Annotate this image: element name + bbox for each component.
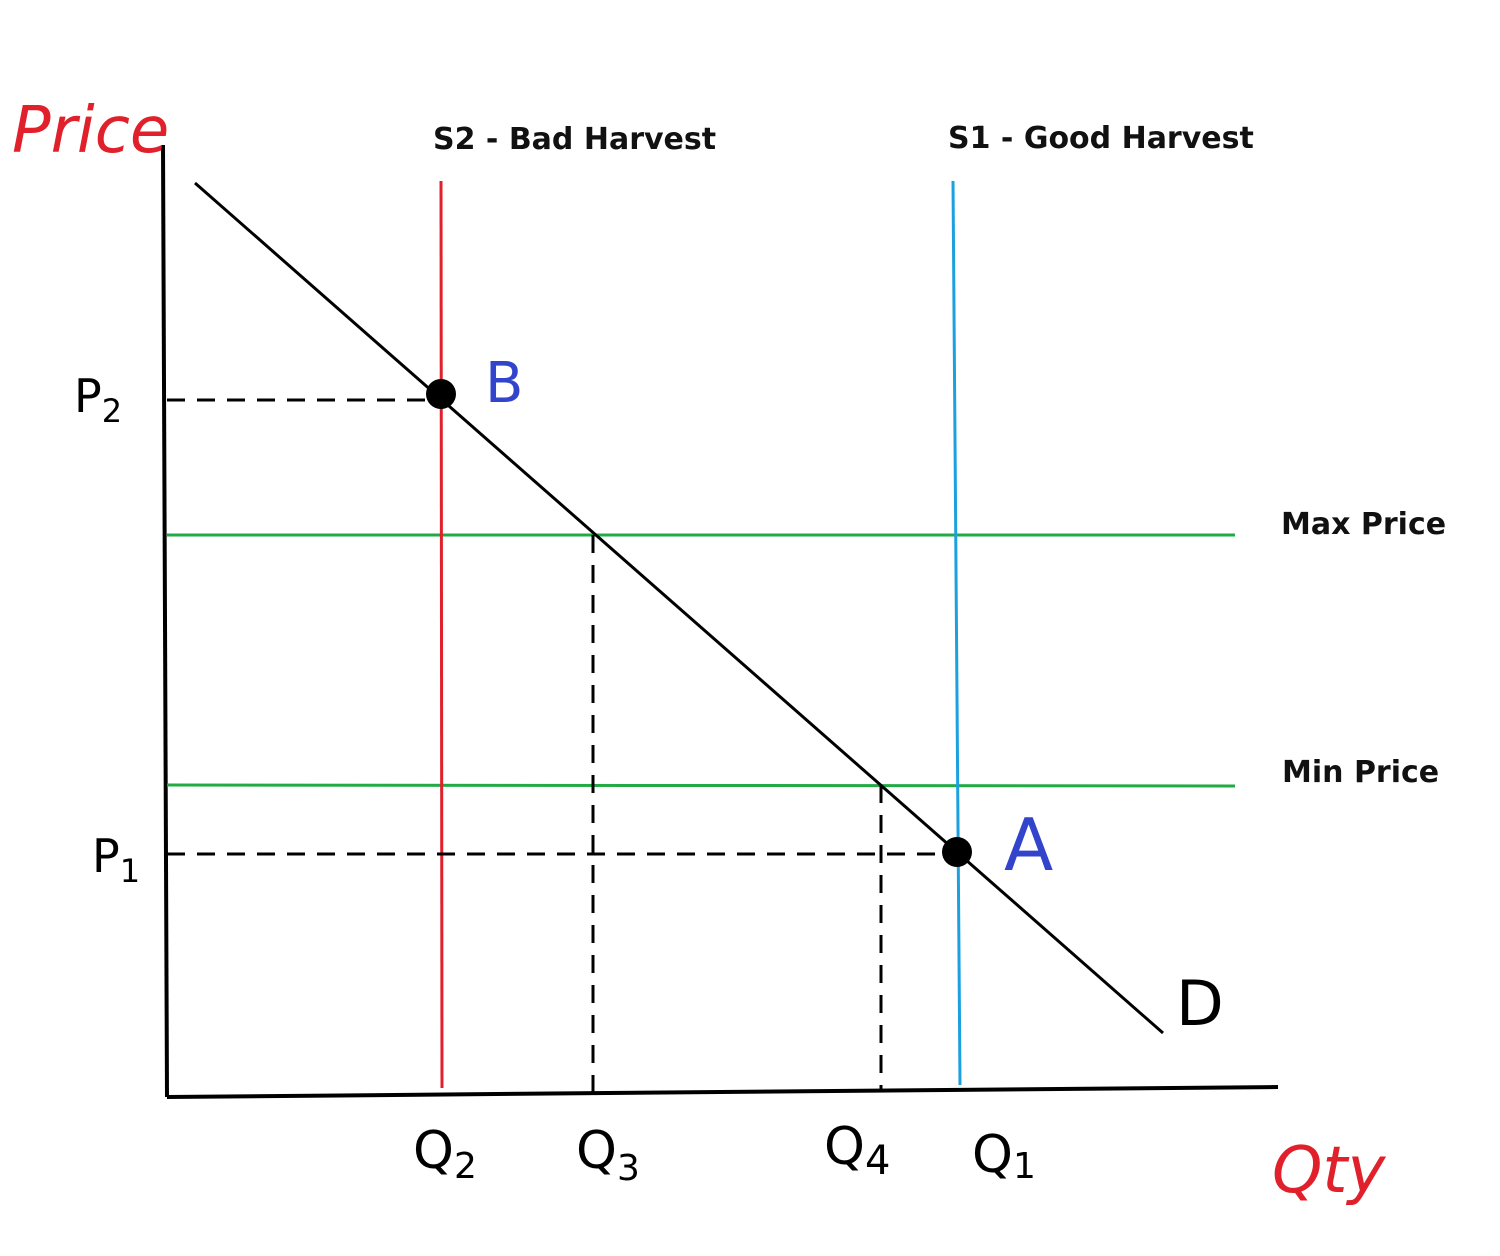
price-control-label: Max Price — [1281, 507, 1446, 542]
x-axis — [166, 1085, 1279, 1099]
point-label: A — [1004, 803, 1053, 887]
quantity-level: Q3 — [576, 1121, 640, 1189]
min-price-line — [166, 783, 1236, 788]
quantity-level: Q1 — [972, 1125, 1036, 1187]
demand-curve — [194, 181, 1164, 1035]
y-axis-label: Price — [12, 94, 169, 168]
level-sub: 2 — [102, 392, 122, 430]
level-main: P — [92, 829, 120, 883]
quantity-level: Q2 — [413, 1121, 477, 1187]
quantity-level: Q4 — [824, 1117, 890, 1184]
price-level: P2 — [74, 369, 122, 430]
level-main: Q — [972, 1125, 1013, 1185]
point-b — [426, 379, 456, 409]
level-main: Q — [824, 1117, 865, 1177]
level-sub: 4 — [865, 1138, 890, 1184]
x-axis-label: Qty — [1272, 1134, 1386, 1208]
level-main: Q — [576, 1121, 617, 1181]
supply-label: S2 - Bad Harvest — [433, 122, 716, 157]
level-main: Q — [413, 1121, 454, 1181]
y-axis — [161, 144, 169, 1098]
price-level: P1 — [92, 829, 140, 890]
supply-s1 — [951, 180, 962, 1086]
level-main: P — [74, 369, 102, 423]
price-control-label: Min Price — [1282, 755, 1439, 790]
level-sub: 1 — [1013, 1146, 1036, 1187]
point-a — [942, 837, 972, 867]
demand-label: D — [1176, 967, 1224, 1040]
level-sub: 3 — [617, 1148, 640, 1189]
level-sub: 1 — [120, 852, 140, 890]
level-sub: 2 — [454, 1146, 477, 1187]
supply-s2 — [439, 180, 444, 1089]
point-label: B — [485, 351, 523, 416]
supply-label: S1 - Good Harvest — [948, 121, 1254, 156]
